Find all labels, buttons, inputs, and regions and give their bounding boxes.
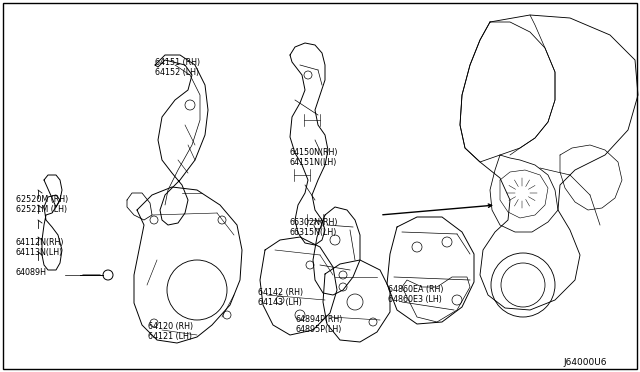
Text: 64150N(RH)
64151N(LH): 64150N(RH) 64151N(LH) xyxy=(290,148,339,167)
Text: J64000U6: J64000U6 xyxy=(563,358,607,367)
Text: 64112N(RH)
64113N(LH): 64112N(RH) 64113N(LH) xyxy=(16,238,65,257)
Text: 64142 (RH)
64143 (LH): 64142 (RH) 64143 (LH) xyxy=(258,288,303,307)
Text: 64860EA (RH)
64860E3 (LH): 64860EA (RH) 64860E3 (LH) xyxy=(388,285,444,304)
Text: 66302N(RH)
66315N(LH): 66302N(RH) 66315N(LH) xyxy=(290,218,339,237)
Text: 64151 (RH)
64152 (LH): 64151 (RH) 64152 (LH) xyxy=(155,58,200,77)
Text: 64120 (RH)
64121 (LH): 64120 (RH) 64121 (LH) xyxy=(148,322,193,341)
Text: 64089H: 64089H xyxy=(16,268,47,277)
Text: 62520M (RH)
62521M (LH): 62520M (RH) 62521M (LH) xyxy=(16,195,68,214)
Text: 64894P(RH)
64895P(LH): 64894P(RH) 64895P(LH) xyxy=(296,315,344,334)
